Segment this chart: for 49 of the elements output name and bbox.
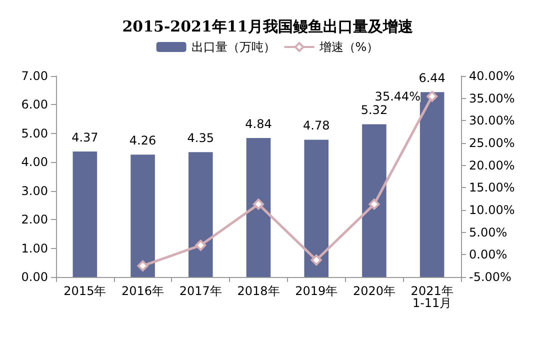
point	[253, 198, 264, 210]
bar	[72, 152, 98, 277]
legend-label: 增速（%）	[318, 40, 379, 54]
data-label: 4.35	[187, 131, 214, 146]
data-label: 4.84	[245, 117, 272, 132]
bar	[362, 124, 386, 277]
y2-tick-label: 0.00%	[469, 248, 508, 262]
y-tick-label: 4.00	[21, 155, 48, 170]
y2-tick-label: 10.00%	[469, 203, 515, 217]
point	[195, 240, 206, 251]
x-tick-label: 2017年	[179, 284, 222, 298]
y2-tick-label: 15.00%	[469, 180, 515, 195]
point	[368, 198, 380, 210]
y2-tick-label: 35.00%	[469, 91, 515, 106]
data-label: 35.44%	[374, 89, 421, 104]
y-tick-label: 1.00	[21, 241, 48, 256]
y-tick-label: 6.00	[21, 98, 48, 112]
y2-tick-label: -5.00%	[469, 270, 512, 284]
y-tick-label: 3.00	[21, 184, 48, 198]
point	[426, 90, 438, 102]
point	[137, 260, 148, 272]
data-label: 4.78	[303, 118, 330, 133]
bar	[188, 152, 213, 277]
y-tick-label: 7.00	[21, 69, 48, 83]
y2-tick-label: 5.00%	[469, 225, 508, 240]
bar	[246, 138, 271, 277]
x-tick-label: 2016年	[122, 284, 164, 298]
x-tick-label: 2021年 1-11月	[410, 284, 454, 310]
y-tick-label: 0.00	[21, 270, 48, 284]
x-tick-label: 2020年	[352, 284, 396, 298]
bar	[420, 92, 444, 277]
data-label: 6.44	[418, 71, 446, 86]
y-tick-label: 5.00	[21, 126, 48, 140]
point	[310, 254, 322, 266]
y-tick-label: 2.00	[21, 212, 48, 227]
y2-tick-label: 25.00%	[469, 136, 515, 150]
y2-tick-label: 40.00%	[469, 69, 515, 83]
y2-tick-label: 30.00%	[469, 114, 515, 128]
data-label: 4.37	[72, 130, 98, 145]
x-tick-label: 2015年	[64, 284, 106, 298]
y2-tick-label: 20.00%	[469, 158, 515, 172]
x-tick-label: 2019年	[295, 284, 338, 298]
bar	[304, 140, 329, 277]
data-label: 5.32	[360, 103, 388, 118]
legend-label: 出口量（万吨）	[191, 40, 276, 54]
bar	[130, 154, 155, 277]
data-label: 4.26	[129, 134, 156, 148]
x-tick-label: 2018年	[237, 284, 280, 298]
chart-title: 2015-2021年11月我国鳗鱼出口量及增速	[122, 18, 414, 36]
